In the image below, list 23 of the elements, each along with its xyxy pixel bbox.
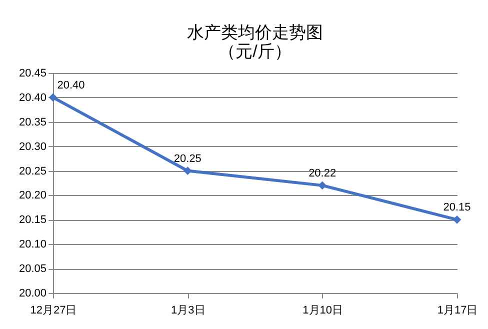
x-tick-label: 1月3日: [171, 304, 206, 316]
y-tick-label: 20.05: [18, 263, 46, 276]
y-tick-label: 20.00: [18, 288, 46, 300]
chart-subtitle: （元/斤）: [218, 42, 292, 61]
data-label: 20.25: [174, 152, 202, 165]
point: [318, 181, 327, 190]
y-tick-label: 20.25: [18, 165, 46, 178]
x-tick-label: 1月10日: [302, 304, 344, 316]
y-tick-label: 20.10: [18, 238, 46, 251]
y-tick-label: 20.35: [18, 116, 46, 128]
x-tick-label: 1月17日: [437, 304, 478, 316]
chart-title: 水产类均价走势图: [187, 23, 323, 42]
y-tick-label: 20.30: [18, 140, 46, 153]
y-tick-label: 20.45: [18, 68, 46, 80]
x-tick-label: 12月27日: [30, 304, 77, 316]
data-label: 20.22: [308, 167, 336, 180]
y-tick-label: 20.40: [18, 92, 46, 104]
y-tick-label: 20.15: [18, 214, 46, 226]
point: [452, 215, 462, 224]
y-tick-label: 20.20: [18, 190, 46, 202]
point: [183, 166, 192, 175]
data-label: 20.15: [443, 202, 471, 214]
data-label: 20.40: [57, 79, 85, 92]
